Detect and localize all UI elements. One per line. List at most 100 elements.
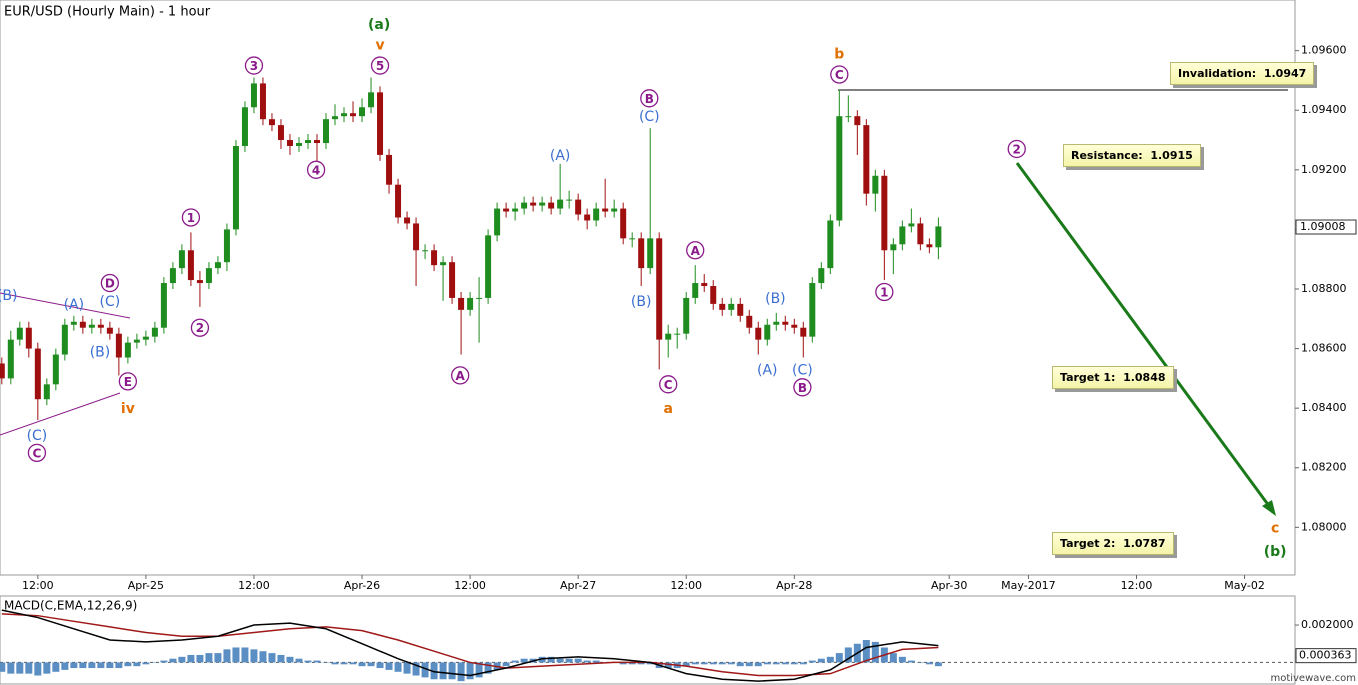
candle-body: [593, 208, 600, 221]
candle-body: [665, 333, 672, 340]
x-tick-label: May-02: [1224, 579, 1265, 592]
y-tick-label: 1.09400: [1301, 103, 1347, 116]
candle-body: [142, 336, 149, 340]
macd-histogram-bar: [592, 660, 600, 663]
wave-label: 2: [1013, 142, 1021, 156]
wave-label: (a): [368, 17, 390, 33]
candle-body: [638, 238, 645, 269]
candle-body: [323, 119, 330, 144]
candle-body: [196, 280, 203, 284]
wave-circle: [640, 89, 659, 108]
candle-body: [539, 202, 546, 206]
macd-histogram-bar: [817, 658, 825, 663]
candle-body: [449, 262, 456, 298]
candle-body: [935, 226, 942, 248]
macd-histogram-bar: [358, 662, 366, 667]
candle-body: [584, 214, 591, 221]
macd-histogram-bar: [376, 662, 384, 669]
macd-histogram-bar: [214, 653, 222, 663]
macd-histogram-bar: [133, 662, 141, 667]
wave-label: C: [33, 446, 42, 460]
macd-histogram-bar: [151, 662, 159, 663]
invalidation-box: Invalidation: 1.0947: [1170, 62, 1315, 85]
wave-label: (C): [27, 428, 48, 444]
candle-body: [250, 83, 257, 108]
candle-body: [277, 125, 284, 141]
candle-body: [115, 333, 122, 358]
macd-histogram-bar: [0, 662, 6, 672]
macd-histogram-bar: [367, 662, 375, 667]
triangle-lower: [0, 392, 121, 436]
macd-histogram-bar: [772, 662, 780, 665]
target-box: Target 1: 1.0848: [1052, 366, 1174, 389]
macd-histogram-bar: [547, 656, 555, 663]
x-tick-label: 12:00: [22, 579, 54, 592]
macd-histogram-bar: [52, 662, 60, 672]
macd-histogram-bar: [700, 662, 708, 665]
macd-histogram-bar: [664, 662, 672, 669]
candle-body: [431, 250, 438, 266]
candle-body: [863, 125, 870, 194]
triangle-upper: [0, 292, 131, 319]
macd-histogram-bar: [745, 662, 753, 667]
projection-arrow: [1015, 162, 1274, 511]
candle-body: [575, 199, 582, 215]
macd-histogram-bar: [421, 662, 429, 678]
candle-body: [512, 208, 519, 212]
chart-title: EUR/USD (Hourly Main) - 1 hour: [4, 5, 211, 20]
macd-histogram-bar: [403, 662, 411, 674]
candle-body: [827, 220, 834, 269]
wave-label: A: [691, 244, 701, 258]
macd-histogram-bar: [502, 662, 510, 667]
y-tick-label: 1.09600: [1301, 44, 1347, 57]
macd-histogram-bar: [619, 662, 627, 665]
candle-body: [97, 324, 104, 328]
wave-label: 4: [312, 163, 320, 177]
candle-body: [791, 324, 798, 328]
candle-body: [620, 208, 627, 239]
macd-histogram-bar: [826, 656, 834, 663]
x-tick-label: Apr-27: [560, 579, 596, 592]
candle-body: [133, 339, 140, 343]
wave-label: (A): [550, 148, 571, 164]
candle-body: [79, 321, 86, 328]
wave-circle: [451, 366, 470, 385]
candle-body: [710, 286, 717, 304]
wave-label: (A): [64, 297, 85, 313]
candle-body: [295, 143, 302, 146]
macd-value-box: [1295, 648, 1357, 664]
wave-circle: [875, 282, 894, 302]
macd-histogram-bar: [187, 654, 195, 663]
macd-histogram-bar: [916, 662, 924, 663]
wave-circle: [659, 375, 678, 394]
macd-histogram-bar: [862, 640, 870, 663]
x-tick-label: Apr-25: [128, 579, 164, 592]
macd-histogram-bar: [736, 662, 744, 667]
wave-label: E: [124, 375, 132, 389]
y-tick-label: 1.09200: [1301, 163, 1347, 176]
candle-body: [34, 348, 41, 400]
macd-histogram-bar: [16, 662, 24, 674]
candle-body: [809, 283, 816, 337]
macd-histogram-bar: [7, 662, 15, 674]
macd-histogram-bar: [223, 649, 231, 663]
macd-histogram-bar: [709, 662, 717, 665]
macd-histogram-bar: [844, 647, 852, 663]
macd-title: MACD(C,EMA,12,26,9): [4, 599, 137, 613]
wave-circle: [100, 273, 120, 293]
candle-body: [241, 107, 248, 146]
x-tick-label: 12:00: [238, 579, 270, 592]
macd-frame: [0, 595, 1296, 685]
y-tick-label: 1.08000: [1301, 520, 1347, 533]
wave-label: v: [375, 38, 384, 54]
y-tick-label: 0.002000: [1301, 618, 1354, 631]
macd-histogram-bar: [160, 660, 168, 663]
plot-frame: [0, 0, 1296, 576]
macd-histogram-bar: [781, 662, 789, 665]
y-tick-label: 1.08800: [1301, 282, 1347, 295]
wave-label: 3: [250, 59, 258, 73]
wave-label: (C): [639, 109, 660, 125]
wave-circle: [190, 318, 210, 337]
candle-body: [647, 238, 654, 269]
